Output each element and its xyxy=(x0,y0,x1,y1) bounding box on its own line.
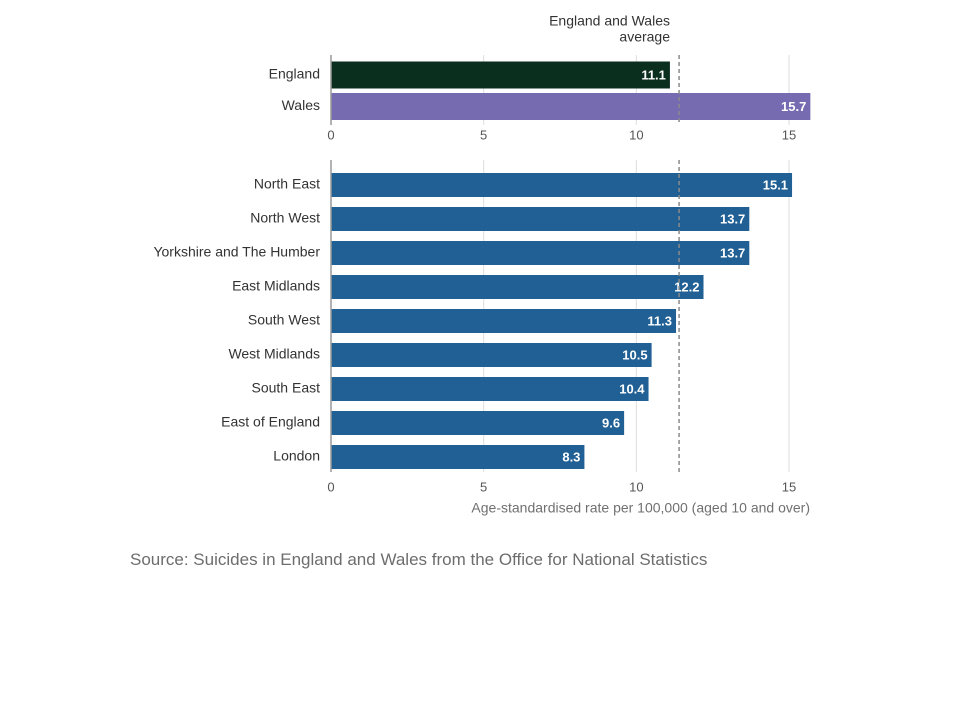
value-label: 10.5 xyxy=(622,347,647,362)
x-tick-label: 0 xyxy=(327,479,334,494)
value-label: 9.6 xyxy=(602,415,620,430)
category-label: South West xyxy=(248,312,320,328)
bar xyxy=(331,343,652,367)
bar-chart: England 11.1 Wales 15.7 England and Walesave… xyxy=(153,13,811,516)
category-label: West Midlands xyxy=(228,346,320,362)
x-tick-label: 15 xyxy=(782,479,796,494)
x-axis-title: Age-standardised rate per 100,000 (aged … xyxy=(471,500,810,516)
category-label: East Midlands xyxy=(232,278,320,294)
value-label: 8.3 xyxy=(562,449,580,464)
bar xyxy=(331,93,811,120)
average-label: average xyxy=(619,29,670,45)
x-tick-label: 15 xyxy=(782,127,796,142)
category-label: East of England xyxy=(221,414,320,430)
category-label: South East xyxy=(252,380,321,396)
bar xyxy=(331,275,704,299)
category-label: North East xyxy=(254,176,320,192)
x-tick-label: 5 xyxy=(480,479,487,494)
value-label: 11.3 xyxy=(647,313,672,328)
value-label: 13.7 xyxy=(720,245,745,260)
value-label: 13.7 xyxy=(720,211,745,226)
bar xyxy=(331,377,649,401)
x-tick-label: 0 xyxy=(327,127,334,142)
source-note: Source: Suicides in England and Wales fr… xyxy=(130,550,708,569)
bar xyxy=(331,241,750,265)
x-tick-label: 10 xyxy=(629,479,643,494)
bar xyxy=(331,411,625,435)
x-tick-label: 10 xyxy=(629,127,643,142)
value-label: 15.1 xyxy=(763,177,788,192)
value-label: 15.7 xyxy=(781,99,806,114)
category-label: Yorkshire and The Humber xyxy=(153,244,320,260)
bar xyxy=(331,309,677,333)
x-tick-label: 5 xyxy=(480,127,487,142)
bar xyxy=(331,61,670,89)
value-label: 12.2 xyxy=(674,279,699,294)
category-label: North West xyxy=(250,210,320,226)
value-label: 10.4 xyxy=(619,381,645,396)
bar xyxy=(331,445,585,469)
value-label: 11.1 xyxy=(641,67,666,82)
category-label: Wales xyxy=(282,97,320,113)
category-label: England xyxy=(269,66,320,82)
average-label: England and Wales xyxy=(549,13,670,29)
bar xyxy=(331,207,750,231)
category-label: London xyxy=(273,448,320,464)
bar xyxy=(331,173,793,197)
